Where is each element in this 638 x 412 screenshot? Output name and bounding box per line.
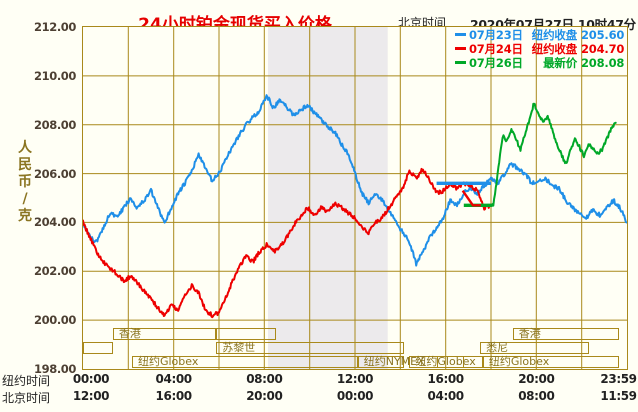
legend-date: 07月24日 (469, 42, 523, 56)
session-bar (112, 328, 217, 340)
session-bar-label: 纽约Globex (415, 355, 476, 368)
chart-plot-area (82, 26, 628, 370)
y-axis-tick-label: 206.00 (34, 166, 76, 181)
x-axis-tick-label: 16:00 (427, 372, 465, 386)
chart-canvas (83, 27, 627, 369)
session-bar (512, 328, 619, 340)
x-axis-tick-label: 00:00 (336, 389, 374, 403)
x-axis-tick-label: 23:59 (600, 372, 637, 386)
session-bar-label: 香港 (518, 327, 541, 340)
y-axis-tick-label: 198.00 (34, 362, 76, 376)
session-bar (83, 342, 113, 354)
session-bar-label: 苏黎世 (222, 341, 256, 354)
session-bar (480, 342, 589, 354)
y-axis-tick-label: 208.00 (34, 117, 76, 132)
y-axis-title: 人民币 / 克 (16, 140, 34, 225)
legend-swatch-icon (455, 61, 466, 64)
x-axis-tick-label: 20:00 (518, 372, 555, 386)
session-bar-label: 纽约Globex (488, 355, 550, 368)
session-bar (436, 356, 483, 368)
session-bar-label: 悉尼 (486, 341, 509, 354)
legend-swatch-icon (455, 47, 466, 50)
legend-value: 208.08 (581, 56, 625, 70)
y-axis-title-char: 民 (18, 157, 32, 173)
x-axis-tick-label: 08:00 (518, 389, 555, 403)
x-axis-tick-label: 12:00 (336, 372, 374, 386)
x-axis-tick-label: 04:00 (427, 389, 465, 403)
y-axis-tick-label: 200.00 (34, 313, 76, 328)
y-axis-tick-label: 202.00 (34, 264, 76, 279)
x-axis-tick-label: 16:00 (155, 389, 193, 403)
y-axis-title-char: / (22, 191, 28, 207)
legend-value: 204.70 (581, 42, 625, 56)
legend-item-series-0724: 07月24日 纽约收盘 204.70 (455, 42, 631, 56)
legend-kind: 最新价 (543, 56, 577, 70)
session-bar (131, 356, 358, 368)
legend-kind: 纽约收盘 (531, 42, 577, 56)
session-bar-label: 香港 (118, 327, 141, 340)
y-axis-title-char: 克 (18, 208, 32, 224)
legend-date: 07月26日 (469, 56, 523, 70)
x-axis-tick-label: 12:00 (72, 389, 110, 403)
series-line-drop (461, 190, 481, 207)
x-axis-tick-label: 08:00 (246, 372, 283, 386)
x-axis-tick-label: 11:59 (600, 389, 637, 403)
session-bar (216, 342, 404, 354)
legend-value: 205.60 (581, 28, 625, 42)
x-axis-tick-label: 20:00 (246, 389, 283, 403)
session-bar (216, 328, 277, 340)
x-axis-row-label: 北京时间 (2, 391, 51, 405)
x-axis-tick-label: 04:00 (155, 372, 193, 386)
series-line (83, 94, 627, 267)
y-axis-tick-label: 204.00 (34, 215, 76, 230)
session-bar-label: 纽约Globex (137, 355, 199, 368)
shaded-session-band (268, 27, 388, 369)
legend-item-series-0723: 07月23日 纽约收盘 205.60 (455, 28, 631, 42)
session-bar (482, 356, 619, 368)
chart-legend: 07月23日 纽约收盘 205.60 07月24日 纽约收盘 204.70 07月26日 最新… (455, 28, 631, 70)
session-bar (409, 356, 464, 368)
session-bar (357, 356, 404, 368)
y-axis-title-char: 人 (18, 140, 32, 156)
x-axis-tick-label: 00:00 (72, 372, 110, 386)
y-axis-tick-label: 210.00 (34, 68, 76, 83)
legend-kind: 纽约收盘 (531, 28, 577, 42)
legend-date: 07月23日 (469, 28, 523, 42)
y-axis-tick-label: 212.00 (34, 20, 76, 34)
series-line (490, 102, 617, 207)
legend-swatch-icon (455, 33, 466, 36)
x-axis-row-label: 纽约时间 (2, 374, 51, 388)
series-line (83, 167, 492, 319)
legend-item-series-0726: 07月26日 最新价 208.08 (455, 56, 631, 70)
y-axis-title-char: 币 (18, 174, 32, 190)
